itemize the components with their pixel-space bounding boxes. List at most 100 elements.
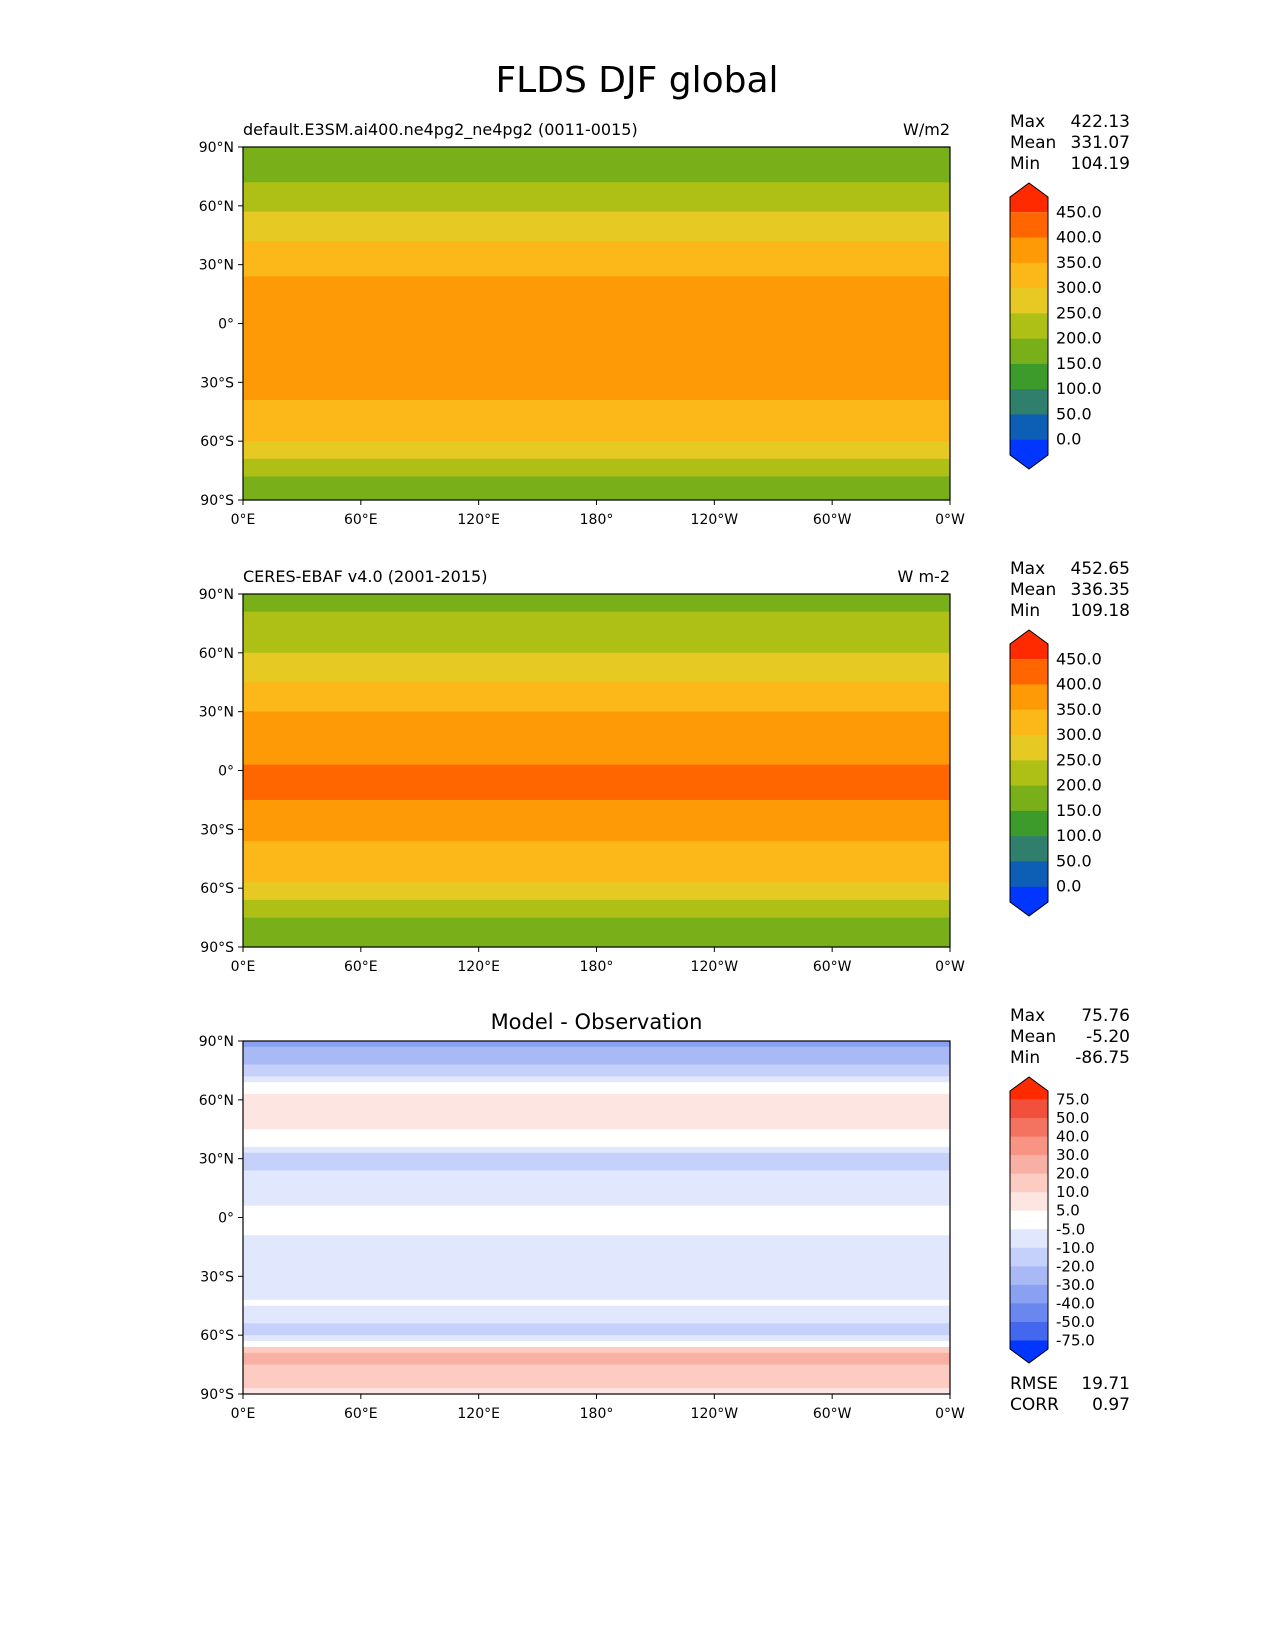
field-band (243, 1193, 950, 1201)
x-tick-label: 60°W (813, 512, 852, 528)
field-band (243, 1046, 950, 1054)
field-band (243, 1146, 950, 1154)
colorbar-label: 10.0 (1056, 1183, 1089, 1201)
colorbar-label: 100.0 (1056, 826, 1102, 845)
field-band (243, 376, 950, 383)
stat-value: 0.97 (1092, 1395, 1130, 1415)
field-band (243, 1335, 950, 1342)
field-band (243, 388, 950, 395)
colorbar-segment (1010, 886, 1048, 916)
colorbar-label: 50.0 (1056, 404, 1092, 423)
field-band (243, 1370, 950, 1377)
field-band (243, 229, 950, 236)
field-band (243, 194, 950, 201)
field-band (243, 1123, 950, 1130)
y-tick-label: 60°N (199, 646, 234, 662)
field-band (243, 429, 950, 436)
field-band (243, 852, 950, 860)
y-tick-label: 0° (218, 764, 234, 780)
field-band (243, 776, 950, 783)
y-tick-label: 60°S (200, 881, 234, 897)
colorbar-segment (1010, 1247, 1048, 1267)
x-tick-label: 60°E (344, 1406, 378, 1422)
field-band (243, 835, 950, 842)
field-band (243, 399, 950, 407)
field-band (243, 1246, 950, 1254)
field-band (243, 735, 950, 742)
field-band (243, 1052, 950, 1060)
stat-label: RMSE (1010, 1374, 1058, 1394)
field-band (243, 705, 950, 713)
colorbar-outline (1009, 182, 1049, 470)
colorbar-segment (1010, 313, 1048, 340)
field-band (243, 846, 950, 854)
field-band (243, 1176, 950, 1183)
colorbar-segment (1010, 183, 1048, 213)
colorbar-label: 250.0 (1056, 750, 1102, 769)
stat-label: Min (1010, 154, 1040, 174)
field-band (243, 1099, 950, 1107)
panel-title: Model - Observation (491, 1010, 703, 1034)
field-band (243, 1388, 950, 1395)
field-band (243, 1317, 950, 1324)
field-band (243, 629, 950, 636)
x-tick-label: 180° (580, 512, 614, 528)
field-band (243, 188, 950, 195)
colorbar-segment (1010, 338, 1048, 365)
x-tick-label: 0°W (935, 1406, 965, 1422)
field-band (243, 176, 950, 183)
field-band (243, 317, 950, 325)
stat-value: 452.65 (1071, 559, 1130, 579)
field-band (243, 841, 950, 848)
y-tick-label: 30°N (199, 705, 234, 721)
y-tick-label: 30°N (199, 1152, 234, 1168)
field-band (243, 717, 950, 725)
field-band (243, 1229, 950, 1236)
colorbar-segment (1010, 212, 1048, 239)
field-band (243, 623, 950, 630)
field-band (243, 894, 950, 901)
field-band (243, 911, 950, 919)
field-band (243, 311, 950, 319)
field-band (243, 829, 950, 836)
x-tick-label: 180° (580, 959, 614, 975)
stat-label: Mean (1010, 580, 1056, 600)
colorbar-segment (1010, 288, 1048, 314)
field-band (243, 676, 950, 683)
field-band (243, 258, 950, 266)
field-band (243, 729, 950, 736)
field-band (243, 711, 950, 719)
field-band (243, 252, 950, 260)
field-band (243, 464, 950, 472)
field-band (243, 1276, 950, 1283)
field-band (243, 458, 950, 466)
colorbar-segment (1010, 735, 1048, 761)
colorbar-label: 100.0 (1056, 379, 1102, 398)
x-tick-label: 60°W (813, 1406, 852, 1422)
field-band (243, 929, 950, 936)
field-band (243, 382, 950, 389)
field-band (243, 1299, 950, 1307)
colorbar-label: 350.0 (1056, 700, 1102, 719)
stat-value: 331.07 (1071, 133, 1130, 153)
y-tick-label: 90°N (199, 1034, 234, 1050)
stat-label: Mean (1010, 133, 1056, 153)
field-band (243, 147, 950, 154)
stat-label: Min (1010, 1048, 1040, 1068)
colorbar-label: -10.0 (1056, 1239, 1095, 1257)
colorbar-segment (1010, 1136, 1048, 1156)
colorbar-segment (1010, 1229, 1048, 1249)
field-band (243, 1152, 950, 1160)
colorbar-segment (1010, 363, 1048, 390)
field-band (243, 1264, 950, 1272)
field-band (243, 905, 950, 913)
colorbar-label: 300.0 (1056, 725, 1102, 744)
field-band (243, 358, 950, 366)
field-band (243, 1170, 950, 1177)
stat-value: 104.19 (1071, 154, 1130, 174)
field-band (243, 352, 950, 360)
field-band (243, 670, 950, 677)
colorbar-segment (1010, 810, 1048, 837)
field-band (243, 876, 950, 883)
